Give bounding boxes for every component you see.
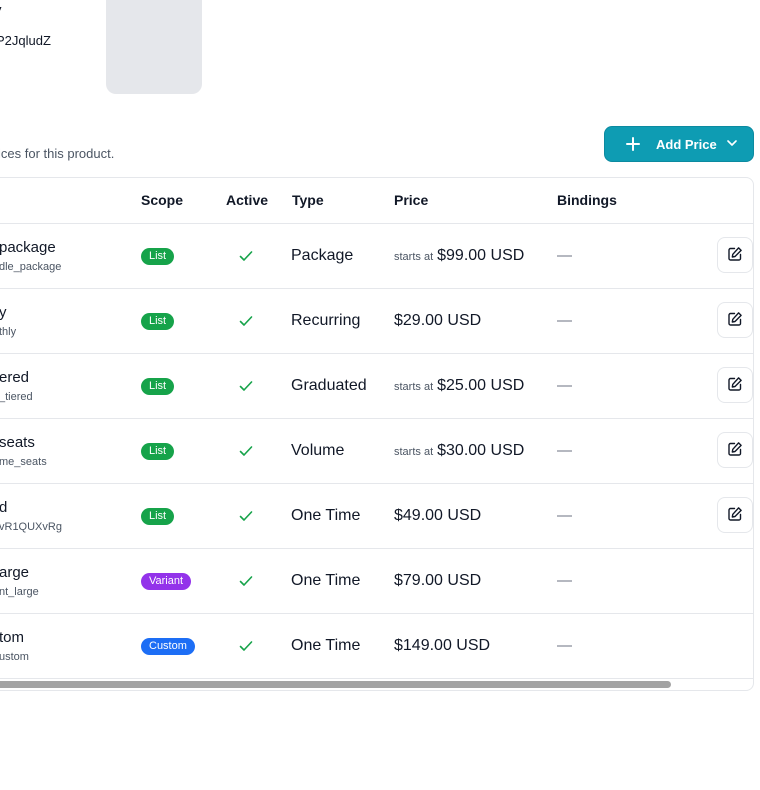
column-header-scope[interactable]: Scope xyxy=(141,192,184,208)
edit-icon xyxy=(727,311,743,330)
scope-badge: List xyxy=(141,313,175,330)
price-amount: starts at $30.00 USD xyxy=(394,442,524,460)
check-icon xyxy=(239,444,253,456)
price-name[interactable]: arge xyxy=(0,564,30,581)
starts-at-label: starts at xyxy=(394,381,434,393)
bindings-value: — xyxy=(557,507,572,524)
price-type: One Time xyxy=(291,637,361,654)
check-icon xyxy=(239,249,253,261)
column-header-price[interactable]: Price xyxy=(394,192,429,208)
price-name[interactable]: y xyxy=(0,304,7,321)
price-amount: $79.00 USD xyxy=(394,572,481,590)
price-value: $79.00 USD xyxy=(394,572,482,589)
edit-price-button[interactable] xyxy=(717,432,753,468)
price-lookup-key: dle_package xyxy=(0,261,62,273)
price-amount: starts at $99.00 USD xyxy=(394,247,524,265)
edit-price-button[interactable] xyxy=(717,237,753,273)
price-amount: $29.00 USD xyxy=(394,312,481,330)
check-icon xyxy=(239,509,253,521)
table-row[interactable]: seats me_seats List Volume starts at $30.00 U… xyxy=(0,418,753,484)
scope-badge: Variant xyxy=(141,573,192,590)
column-header-active[interactable]: Active xyxy=(226,192,269,208)
price-type: Volume xyxy=(291,442,345,459)
table-row[interactable]: package dle_package List Package starts at $9… xyxy=(0,223,753,289)
bindings-value: — xyxy=(557,572,572,589)
price-name[interactable]: tom xyxy=(0,629,25,646)
price-type: Recurring xyxy=(291,312,361,329)
price-lookup-key: ustom xyxy=(0,651,29,663)
scope-badge: List xyxy=(141,378,175,395)
table-header: Scope Active Type Price Bindings xyxy=(0,178,753,224)
edit-price-button[interactable] xyxy=(717,497,753,533)
price-lookup-key: nt_large xyxy=(0,586,39,598)
plus-icon xyxy=(626,137,640,151)
check-icon xyxy=(239,379,253,391)
price-value: $29.00 USD xyxy=(394,312,482,329)
table-row[interactable]: y thly List Recurring $29.00 USD — xyxy=(0,288,753,354)
starts-at-label: starts at xyxy=(394,251,434,263)
price-type: One Time xyxy=(291,507,361,524)
bindings-value: — xyxy=(557,312,572,329)
horizontal-scrollbar[interactable] xyxy=(0,678,753,690)
price-name[interactable]: package xyxy=(0,239,56,256)
price-amount: starts at $25.00 USD xyxy=(394,377,524,395)
product-title: y xyxy=(0,2,2,19)
edit-icon xyxy=(727,246,743,265)
price-value: $25.00 USD xyxy=(437,377,525,394)
check-icon xyxy=(239,314,253,326)
price-lookup-key: thly xyxy=(0,326,17,338)
price-value: $49.00 USD xyxy=(394,507,482,524)
price-name[interactable]: seats xyxy=(0,434,35,451)
price-type: Package xyxy=(291,247,354,264)
check-icon xyxy=(239,639,253,651)
scope-badge: Custom xyxy=(141,638,195,655)
price-type: Graduated xyxy=(291,377,367,394)
prices-table: Scope Active Type Price Bindings package… xyxy=(0,177,754,691)
price-value: $99.00 USD xyxy=(437,247,525,264)
price-name[interactable]: ered xyxy=(0,369,30,386)
price-value: $149.00 USD xyxy=(394,637,491,654)
edit-icon xyxy=(727,441,743,460)
edit-price-button[interactable] xyxy=(717,367,753,403)
scope-badge: List xyxy=(141,508,175,525)
product-id: P2JqludZ xyxy=(0,33,51,48)
starts-at-label: starts at xyxy=(394,446,434,458)
table-row[interactable]: ered _tiered List Graduated starts at $25.00 … xyxy=(0,353,753,419)
prices-subtitle: ices for this product. xyxy=(0,146,115,161)
table-row[interactable]: d vR1QUXvRg List One Time $49.00 USD — xyxy=(0,483,753,549)
price-type: One Time xyxy=(291,572,361,589)
bindings-value: — xyxy=(557,442,572,459)
edit-icon xyxy=(727,376,743,395)
bindings-value: — xyxy=(557,377,572,394)
edit-price-button[interactable] xyxy=(717,302,753,338)
bindings-value: — xyxy=(557,247,572,264)
column-header-type[interactable]: Type xyxy=(292,192,324,208)
table-row[interactable]: tom ustom Custom One Time $149.00 USD — xyxy=(0,613,753,679)
scope-badge: List xyxy=(141,443,175,460)
price-lookup-key: vR1QUXvRg xyxy=(0,521,62,533)
column-header-bindings[interactable]: Bindings xyxy=(557,192,617,208)
price-lookup-key: _tiered xyxy=(0,391,33,403)
price-lookup-key: me_seats xyxy=(0,456,47,468)
price-amount: $149.00 USD xyxy=(394,637,490,655)
price-value: $30.00 USD xyxy=(437,442,525,459)
chevron-down-icon[interactable] xyxy=(727,139,737,147)
product-image-placeholder[interactable] xyxy=(106,0,202,94)
price-amount: $49.00 USD xyxy=(394,507,481,525)
table-row[interactable]: arge nt_large Variant One Time $79.00 USD — xyxy=(0,548,753,614)
scrollbar-thumb[interactable] xyxy=(0,681,671,688)
scope-badge: List xyxy=(141,248,175,265)
add-price-button[interactable]: Add Price xyxy=(604,126,754,162)
edit-icon xyxy=(727,506,743,525)
price-name[interactable]: d xyxy=(0,499,7,516)
check-icon xyxy=(239,574,253,586)
add-price-label: Add Price xyxy=(656,136,717,152)
bindings-value: — xyxy=(557,637,572,654)
